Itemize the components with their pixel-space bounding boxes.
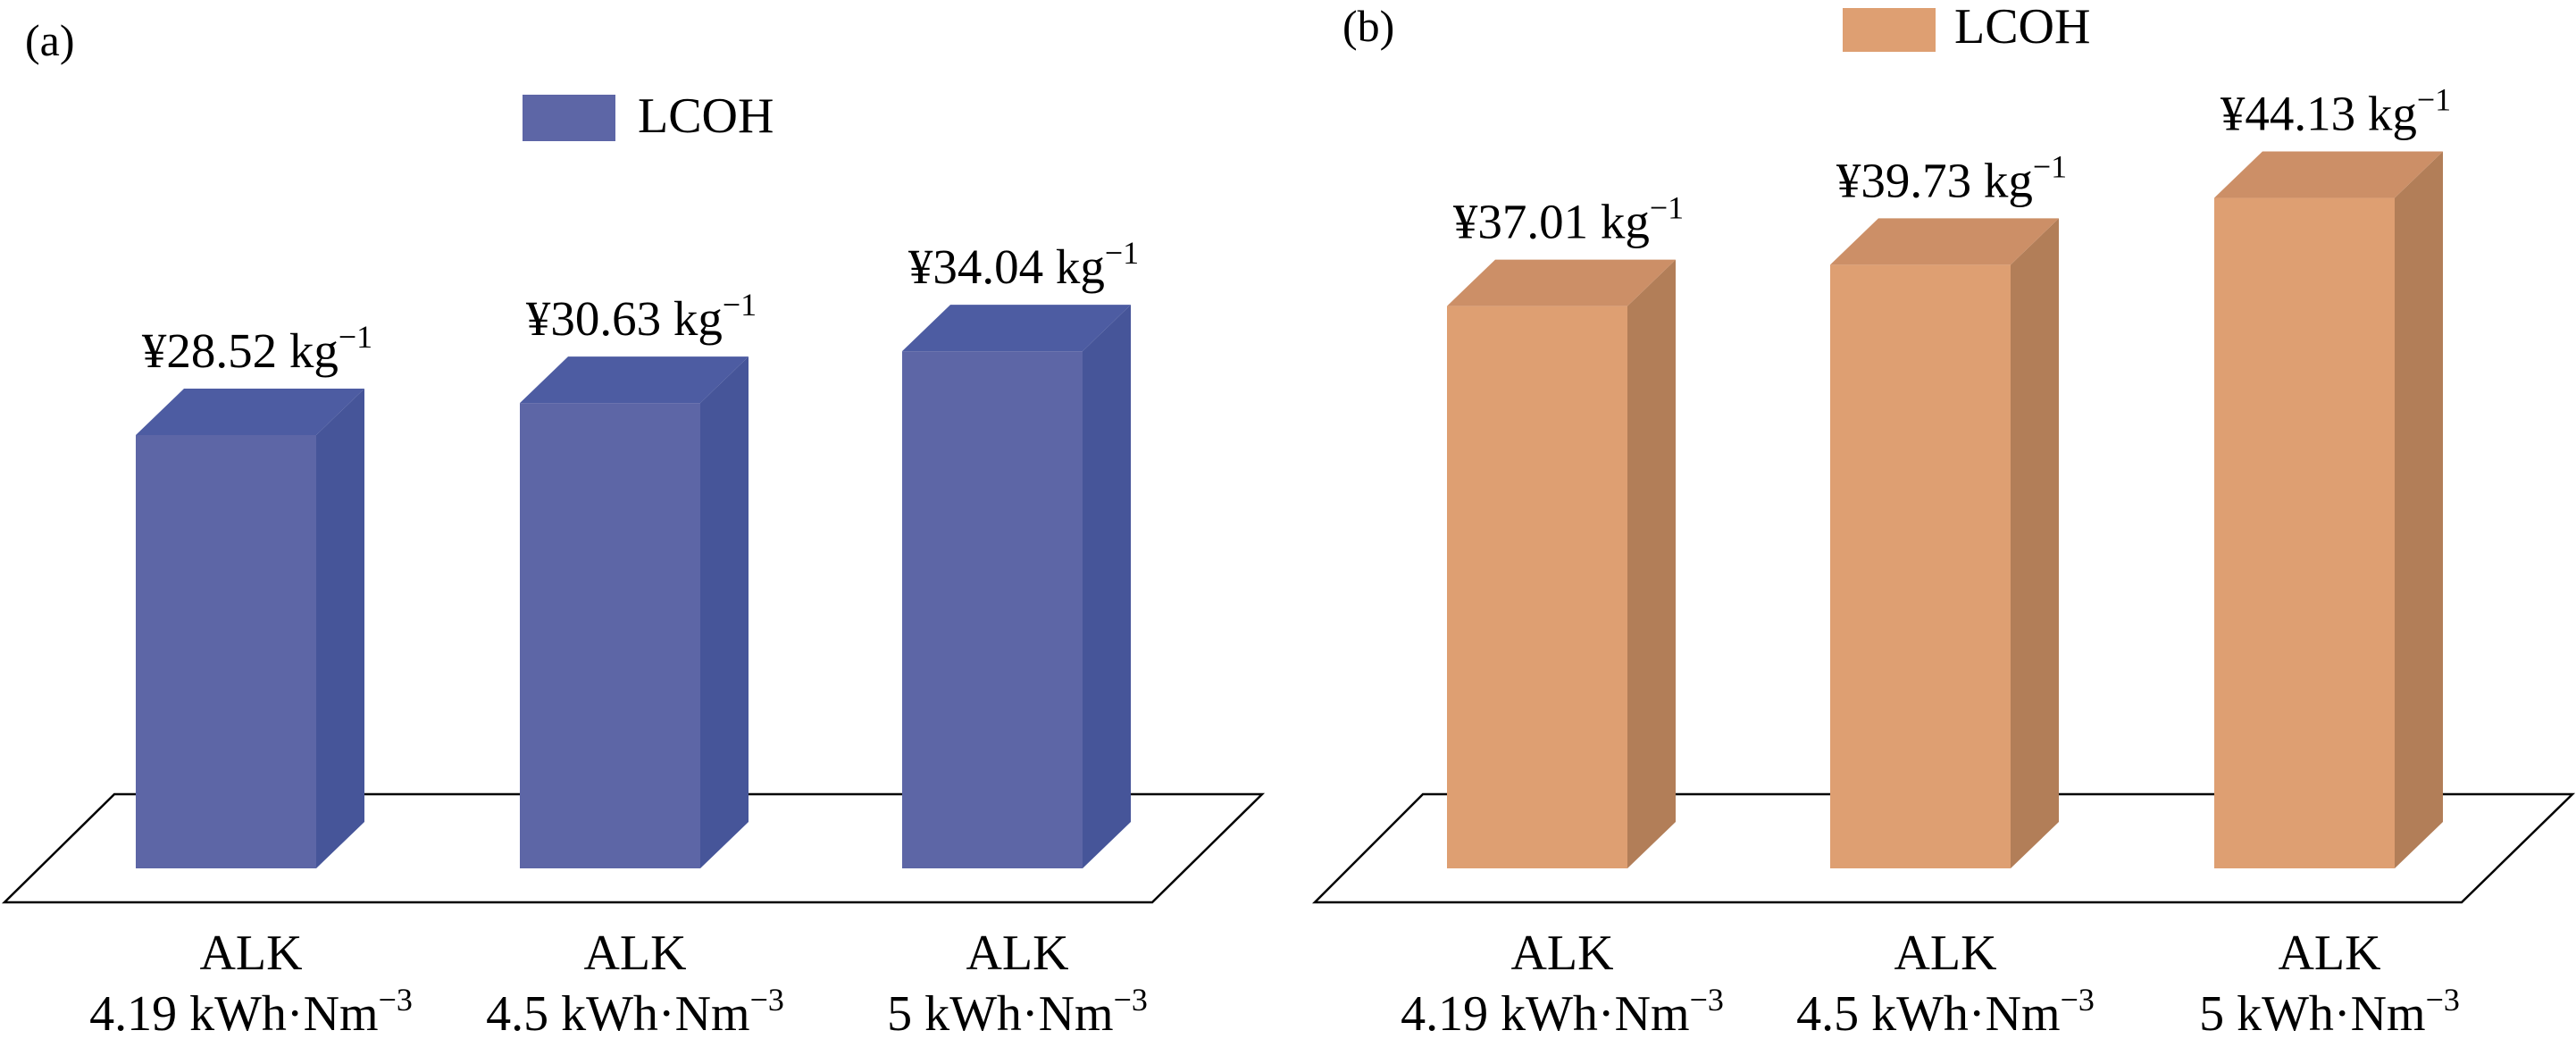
category-label: ALK [2278, 926, 2380, 981]
category-sublabel: 4.19 kWh·Nm−3 [1401, 982, 1724, 1039]
value-label: ¥34.04 kg−1 [908, 235, 1139, 294]
category-label: ALK [199, 926, 302, 981]
bar-front [1830, 264, 2011, 869]
bar [1830, 218, 2059, 869]
category-sublabel: 5 kWh·Nm−3 [887, 982, 1148, 1039]
bar-side [2011, 218, 2059, 868]
panel-label: (b) [1342, 1, 1394, 51]
bar-side [1083, 305, 1131, 868]
value-label: ¥37.01 kg−1 [1453, 190, 1684, 249]
bar [902, 305, 1131, 868]
bar [520, 356, 749, 868]
bar [136, 389, 364, 868]
bar-side [316, 389, 364, 868]
category-sublabel: 5 kWh·Nm−3 [2199, 982, 2460, 1039]
bar [2214, 151, 2443, 868]
bar-top [2214, 151, 2443, 198]
category-sublabel: 4.19 kWh·Nm−3 [89, 982, 413, 1039]
value-label: ¥28.52 kg−1 [142, 319, 372, 378]
panel-label: (a) [25, 15, 75, 65]
legend-label: LCOH [1954, 0, 2090, 54]
bar-top [902, 305, 1131, 352]
bar-top [1447, 259, 1676, 306]
bar-side [1627, 259, 1676, 868]
value-label: ¥39.73 kg−1 [1836, 148, 2067, 207]
bar [1447, 259, 1676, 868]
value-label: ¥44.13 kg−1 [2221, 82, 2451, 141]
legend-swatch [1843, 8, 1936, 52]
bar-top [1830, 218, 2059, 265]
category-sublabel: 4.5 kWh·Nm−3 [486, 982, 784, 1039]
category-sublabel: 4.5 kWh·Nm−3 [1796, 982, 2095, 1039]
value-label: ¥30.63 kg−1 [526, 287, 757, 346]
category-label: ALK [583, 926, 686, 981]
bar-side [700, 356, 749, 868]
legend-label: LCOH [638, 88, 774, 144]
bar-front [2214, 197, 2395, 868]
category-label: ALK [1510, 926, 1613, 981]
bar-front [902, 351, 1083, 868]
bar-top [520, 356, 749, 404]
category-label: ALK [1894, 926, 1996, 981]
bar-front [1447, 306, 1627, 868]
bar-side [2395, 151, 2443, 868]
legend-swatch [523, 95, 615, 141]
category-label: ALK [966, 926, 1068, 981]
bar-front [520, 403, 700, 868]
bar-front [136, 435, 316, 868]
bar-top [136, 389, 364, 435]
